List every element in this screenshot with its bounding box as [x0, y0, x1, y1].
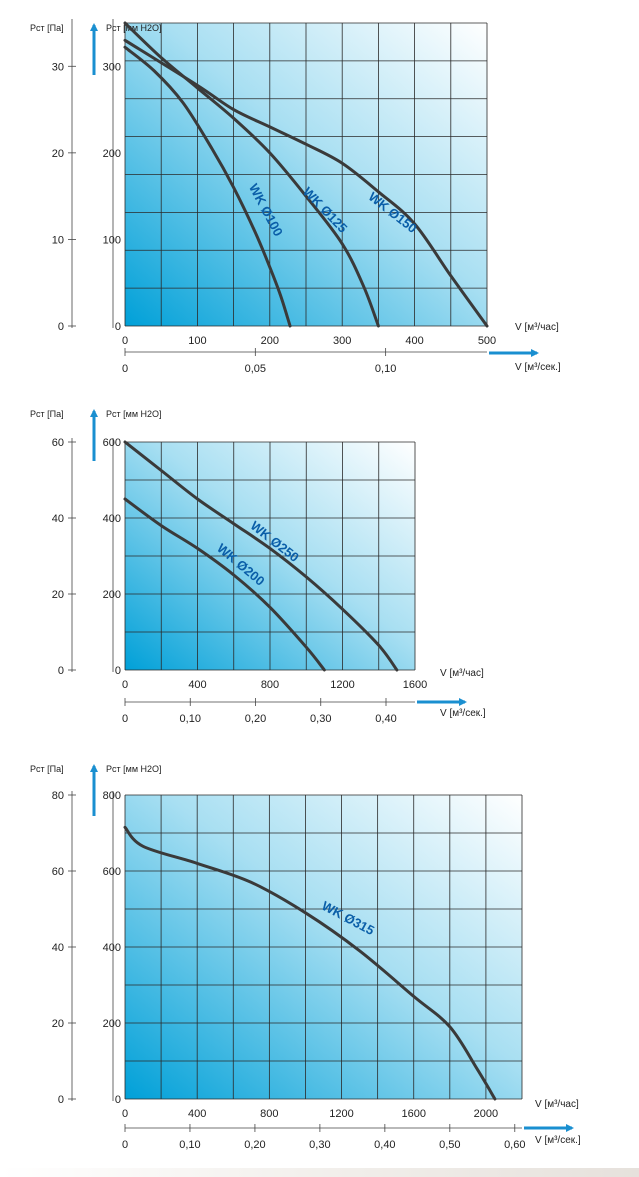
y-tick-label-pa: 200 — [103, 589, 121, 601]
x2-tick-label: 0,60 — [504, 1139, 525, 1151]
x-tick-label: 0 — [122, 1108, 128, 1120]
fan-curve-line — [123, 825, 497, 1101]
x-tick-label: 400 — [188, 679, 206, 691]
y-tick-label-mm: 60 — [52, 437, 64, 449]
x2-tick-label: 0,10 — [375, 363, 396, 375]
y-axis-title-mm: Pст [мм H2O] — [106, 409, 162, 419]
y-tick-label-mm: 40 — [52, 942, 64, 954]
x-tick-label: 300 — [333, 335, 351, 347]
fan-curve-line — [123, 38, 489, 328]
x-tick-label: 1600 — [403, 679, 427, 691]
y-tick-label-mm: 20 — [52, 1018, 64, 1030]
y-axis-title-pa: Pст [Па] — [30, 764, 64, 774]
x2-tick-label: 0 — [122, 1139, 128, 1151]
chart-3: Pст [Па] Pст [мм H2O]02004006008000204060… — [30, 764, 581, 1151]
x-tick-label: 100 — [188, 335, 206, 347]
y-tick-label-mm: 20 — [52, 589, 64, 601]
y-tick-label-mm: 0 — [58, 1094, 64, 1106]
y-tick-label-pa: 400 — [103, 513, 121, 525]
x-tick-label: 200 — [261, 335, 279, 347]
y-tick-label-mm: 20 — [52, 148, 64, 160]
y-tick-label-pa: 600 — [103, 866, 121, 878]
y-axis-title-mm: Pст [мм H2O] — [106, 23, 162, 33]
fan-curve-line — [123, 440, 399, 672]
x-tick-label: 400 — [405, 335, 423, 347]
x2-tick-label: 0,05 — [245, 363, 266, 375]
y-tick-label-mm: 10 — [52, 234, 64, 246]
y-tick-label-pa: 0 — [115, 665, 121, 677]
bottom-decoration-strip — [0, 1168, 639, 1177]
x2-tick-label: 0,30 — [310, 713, 331, 725]
y-tick-label-pa: 200 — [103, 148, 121, 160]
y-tick-label-pa: 0 — [115, 1094, 121, 1106]
x-tick-label: 500 — [478, 335, 496, 347]
y-axis-title-pa: Pст [Па] — [30, 409, 64, 419]
fan-curve-line — [123, 497, 326, 672]
x-tick-label: 0 — [122, 679, 128, 691]
x2-tick-label: 0,20 — [245, 713, 266, 725]
y-tick-label-pa: 200 — [103, 1018, 121, 1030]
x2-tick-label: 0,30 — [309, 1139, 330, 1151]
x-axis-title-flow-hour: V [м³/час] — [515, 322, 559, 333]
y-tick-label-pa: 800 — [103, 790, 121, 802]
y-tick-label-mm: 0 — [58, 321, 64, 333]
x2-tick-label: 0,40 — [374, 1139, 395, 1151]
y-tick-label-mm: 80 — [52, 790, 64, 802]
x-axis-title-flow-hour: V [м³/час] — [535, 1099, 579, 1110]
x2-tick-label: 0,10 — [179, 1139, 200, 1151]
x-axis-title-flow-sec: V [м³/сек.] — [515, 362, 561, 373]
fan-curve-line — [123, 45, 292, 328]
x2-tick-label: 0,10 — [180, 713, 201, 725]
y-tick-label-mm: 40 — [52, 513, 64, 525]
y-tick-label-mm: 0 — [58, 665, 64, 677]
y-axis-title-pa: Pст [Па] — [30, 23, 64, 33]
x-tick-label: 0 — [122, 335, 128, 347]
y-tick-label-pa: 300 — [103, 61, 121, 73]
x2-tick-label: 0,40 — [375, 713, 396, 725]
fan-curve-line — [123, 21, 380, 328]
y-tick-label-mm: 30 — [52, 61, 64, 73]
x-axis-title-flow-sec: V [м³/сек.] — [535, 1135, 581, 1146]
y-tick-label-mm: 60 — [52, 866, 64, 878]
x2-tick-label: 0,20 — [244, 1139, 265, 1151]
x-tick-label: 400 — [188, 1108, 206, 1120]
x2-tick-label: 0,50 — [439, 1139, 460, 1151]
x-tick-label: 800 — [261, 679, 279, 691]
x-tick-label: 800 — [260, 1108, 278, 1120]
x-axis-title-flow-hour: V [м³/час] — [440, 668, 484, 679]
x-axis-title-flow-sec: V [м³/сек.] — [440, 708, 486, 719]
x-tick-label: 1200 — [330, 679, 354, 691]
x-tick-label: 2000 — [474, 1108, 498, 1120]
x2-tick-label: 0 — [122, 363, 128, 375]
y-tick-label-pa: 400 — [103, 942, 121, 954]
x2-tick-label: 0 — [122, 713, 128, 725]
y-tick-label-pa: 600 — [103, 437, 121, 449]
y-tick-label-pa: 0 — [115, 321, 121, 333]
y-axis-title-mm: Pст [мм H2O] — [106, 764, 162, 774]
y-tick-label-pa: 100 — [103, 234, 121, 246]
x-tick-label: 1200 — [329, 1108, 353, 1120]
x-tick-label: 1600 — [401, 1108, 425, 1120]
